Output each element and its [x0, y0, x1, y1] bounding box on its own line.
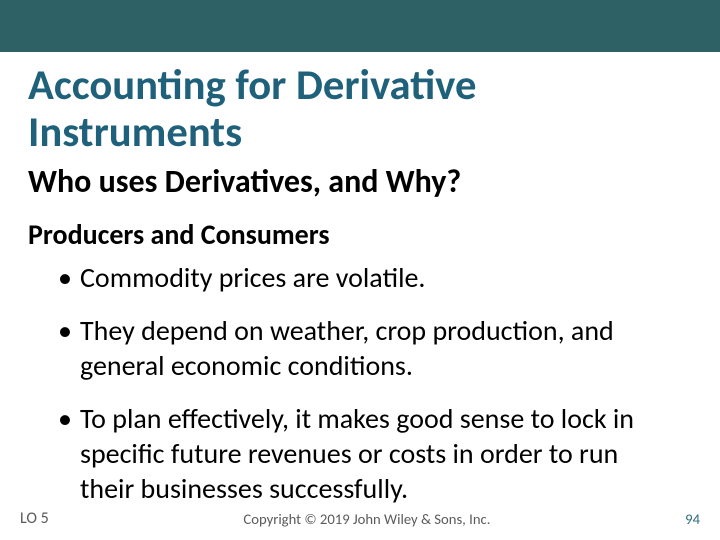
list-item: • They depend on weather, crop productio… — [58, 313, 678, 383]
page-number: 94 — [685, 510, 700, 528]
section-heading: Producers and Consumers — [0, 205, 720, 252]
bullet-text: To plan effectively, it makes good sense… — [80, 401, 678, 506]
copyright-text: Copyright © 2019 John Wiley & Sons, Inc. — [49, 510, 685, 528]
bullet-text: They depend on weather, crop production,… — [80, 313, 678, 383]
bullet-text: Commodity prices are volatile. — [80, 260, 678, 295]
bullet-list: • Commodity prices are volatile. • They … — [0, 252, 720, 524]
slide: Accounting for Derivative Instruments Wh… — [0, 0, 720, 540]
title-area: Accounting for Derivative Instruments Wh… — [0, 52, 720, 205]
slide-subtitle: Who uses Derivatives, and Why? — [28, 162, 692, 201]
top-bar — [0, 0, 720, 52]
bullet-icon: • — [58, 401, 80, 506]
slide-title: Accounting for Derivative Instruments — [28, 62, 692, 156]
list-item: • To plan effectively, it makes good sen… — [58, 401, 678, 506]
bullet-icon: • — [58, 260, 80, 295]
list-item: • Commodity prices are volatile. — [58, 260, 678, 295]
footer: LO 5 Copyright © 2019 John Wiley & Sons,… — [0, 509, 720, 528]
bullet-icon: • — [58, 313, 80, 383]
learning-objective: LO 5 — [20, 509, 49, 528]
